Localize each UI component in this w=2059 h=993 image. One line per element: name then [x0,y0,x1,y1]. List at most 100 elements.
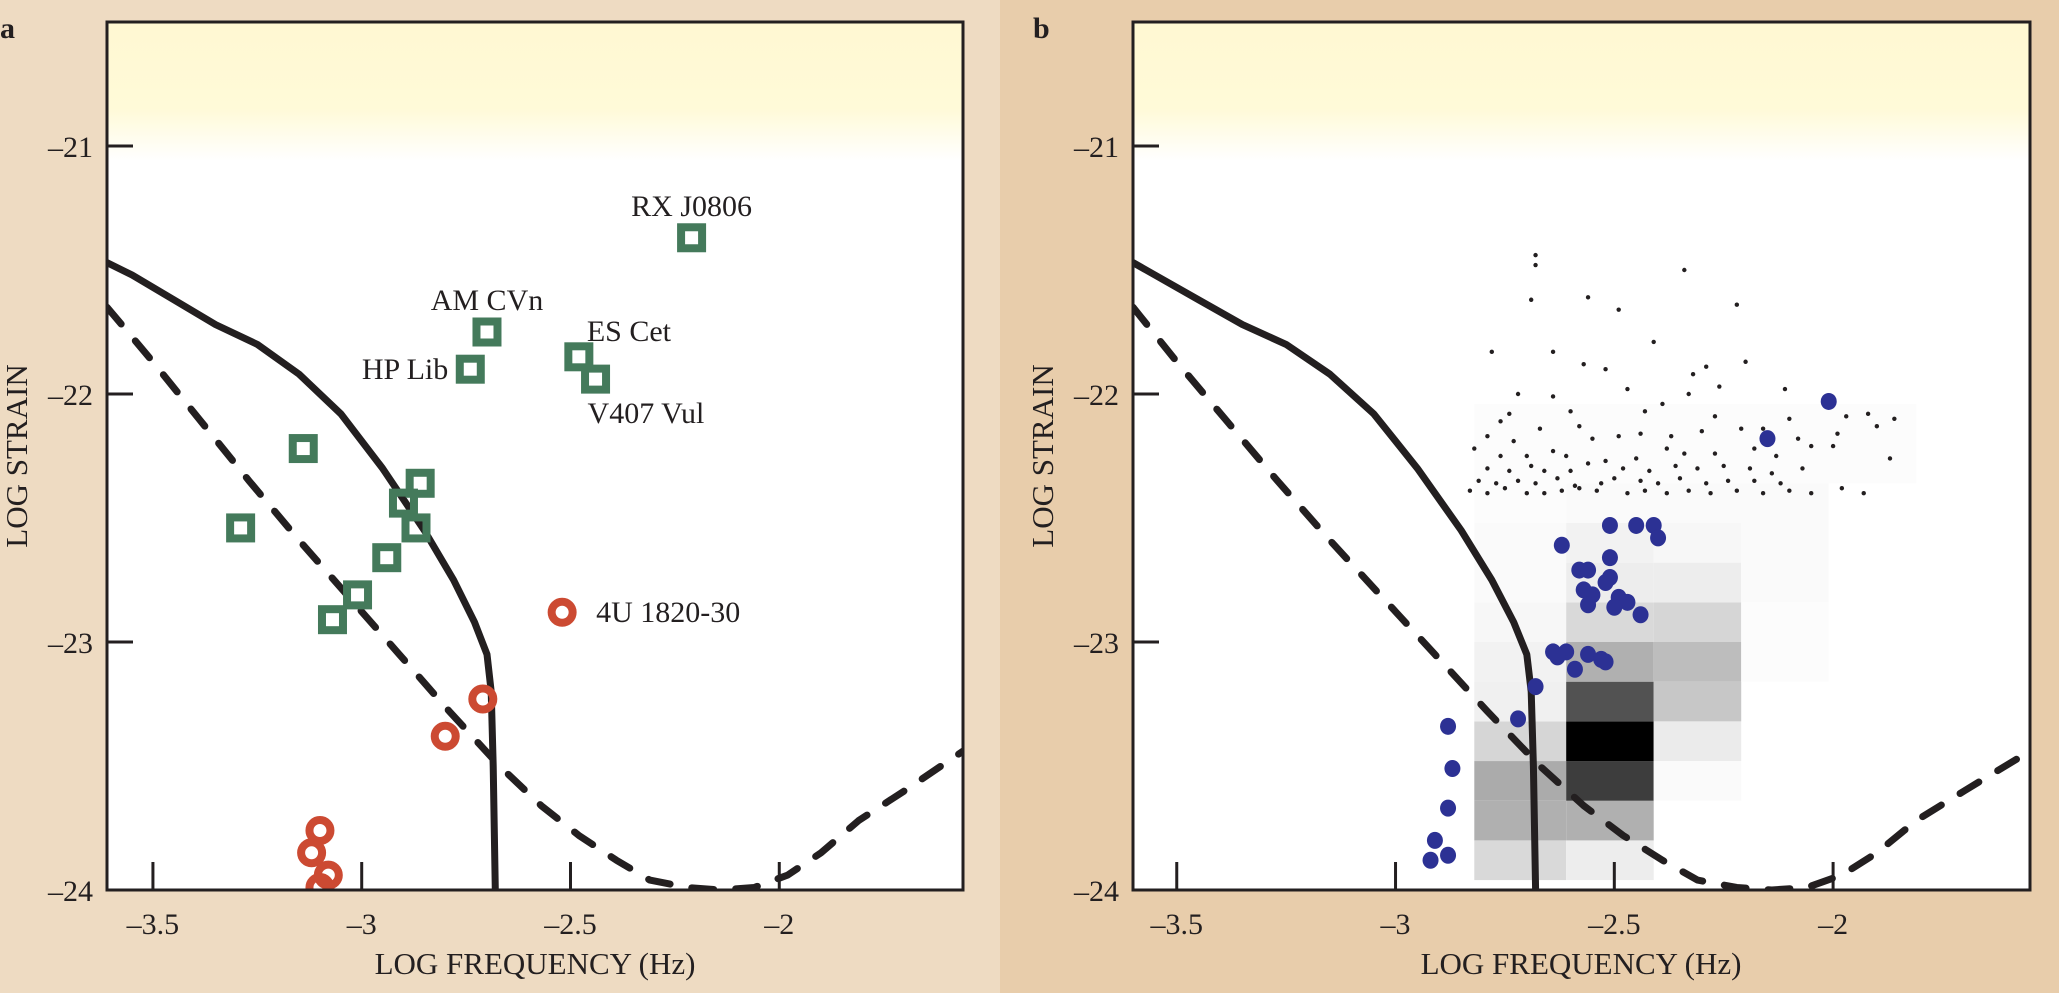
black-dot-marker [1865,411,1871,417]
panel-label-a: a [0,12,15,45]
panel-label-b: b [1033,12,1050,45]
black-dot-marker [1664,446,1670,451]
black-dot-marker [1774,453,1779,459]
blue-dot-marker [1597,653,1614,671]
y-tick-label: –22 [1073,379,1119,412]
blue-dot-marker [1619,593,1636,611]
dashed-sensitivity-curve [107,303,963,890]
red-circle-marker [430,721,460,751]
x-axis-title-b: LOG FREQUENCY (Hz) [1421,946,1742,981]
histogram-cell [1653,562,1742,603]
histogram-cell [1566,483,1654,523]
blue-dot-marker [1628,516,1645,534]
green-square-marker [581,364,611,394]
black-dot-marker [1498,419,1503,424]
black-dot-marker [1752,446,1757,451]
histogram-cell [1653,443,1742,484]
x-tick-label: –3.5 [126,908,180,941]
blue-dot-marker [1440,717,1457,735]
solid-sensitivity-curve [107,259,499,890]
black-dot-marker [1739,426,1744,431]
black-dot-marker [1590,436,1595,441]
histogram-cell [1653,761,1742,801]
histogram-cell [1474,443,1567,484]
black-dot-marker [1528,463,1534,469]
black-dot-marker [1690,371,1696,377]
black-dot-marker [1844,414,1849,419]
histogram-cell [1474,840,1567,881]
blue-dot-marker [1527,678,1544,696]
histogram-cell [1474,761,1567,801]
histogram-cell [1566,721,1654,762]
red-circle-marker [305,873,335,890]
black-dot-marker [1874,424,1880,429]
histogram-cell [1828,443,1917,484]
histogram-cell [1566,840,1654,881]
black-dot-marker [1782,386,1788,392]
black-dot-marker [1682,267,1687,273]
green-square-marker [317,605,347,635]
blue-dot-marker [1510,710,1527,728]
black-dot-marker [1542,491,1547,496]
black-dot-marker [1542,468,1547,474]
y-tick-label: –24 [1073,875,1119,908]
black-dot-marker [1743,359,1748,364]
black-dot-marker [1528,297,1534,302]
solid-sensitivity-curve [1133,259,1540,890]
x-tick-label: –2 [763,908,794,941]
black-dot-marker [1524,453,1530,459]
blue-dot-marker [1759,430,1776,448]
black-dot-marker [1642,409,1648,414]
black-dot-marker [1721,463,1726,469]
black-dot-marker [1515,478,1521,483]
black-dot-marker [1620,466,1626,471]
black-dot-marker [1507,468,1512,474]
black-dot-marker [1642,488,1648,493]
black-dot-marker [1760,426,1766,431]
black-dot-marker [1550,394,1556,399]
histogram-cell [1741,403,1829,444]
black-dot-marker [1787,488,1792,493]
red-circle-marker [547,597,577,627]
black-dot-marker [1717,384,1722,389]
green-square-marker [372,543,402,573]
black-dot-marker [1708,491,1713,496]
black-dot-marker [1550,448,1556,454]
black-dot-marker [1625,491,1630,496]
black-dot-marker [1673,463,1678,469]
panel-a: –3.5 –3 –2.5 –2 –21 –22 –23 –24 a LOG FREQUENCY… [0,12,965,981]
blue-dot-marker [1632,606,1649,624]
black-dot-marker [1712,451,1718,456]
y-tick-label: –23 [47,627,93,660]
histogram-cell [1474,800,1567,841]
black-dot-marker [1502,486,1508,491]
histogram-cell [1474,403,1567,444]
black-dot-marker [1861,491,1866,496]
green-square-marker [343,580,373,610]
blue-dot-marker [1440,846,1457,864]
histogram-cell [1741,522,1829,563]
histogram-cell [1566,443,1654,484]
y-tick-label: –23 [1073,627,1119,660]
histogram-cell [1566,800,1654,841]
annotation-label: 4U 1820-30 [596,596,740,629]
black-dot-marker [1747,466,1753,471]
green-square-marker [564,342,594,372]
black-dot-marker [1704,481,1709,486]
blue-dot-marker [1597,573,1614,591]
histogram-cell [1566,403,1654,444]
blue-dot-marker [1580,596,1597,614]
black-dot-marker [1669,433,1674,439]
red-circle-marker [297,838,327,868]
black-dot-marker [1892,416,1897,421]
histogram-cell [1741,483,1829,523]
black-dot-marker [1472,446,1477,451]
black-dot-marker [1760,491,1766,496]
black-dot-marker [1476,478,1481,483]
black-dot-marker [1795,436,1801,441]
histogram-cell [1741,602,1829,642]
axes-frame-b [1131,20,2032,892]
histogram-cell [1741,443,1829,484]
blue-dot-marker [1444,759,1461,777]
black-dot-marker [1769,471,1775,476]
